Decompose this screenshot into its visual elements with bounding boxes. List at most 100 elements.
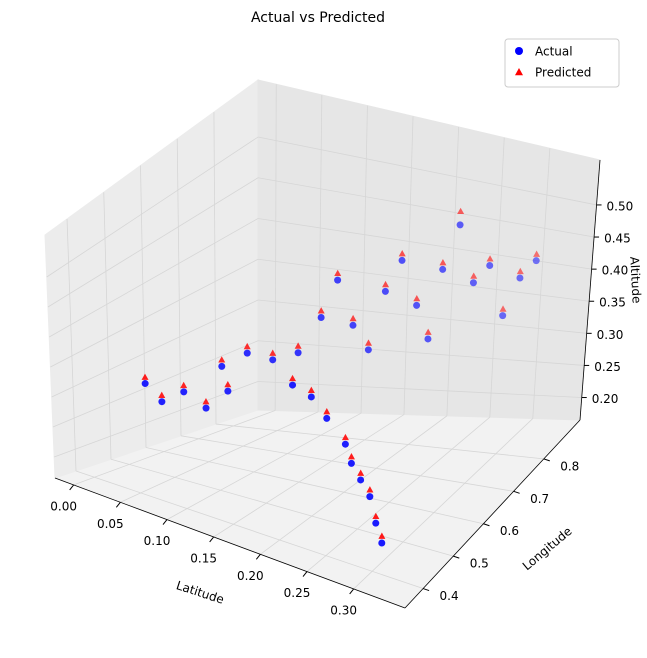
actual-point (224, 387, 232, 395)
grid-line (306, 416, 491, 572)
tick-mark (422, 588, 430, 592)
actual-point (269, 356, 277, 364)
actual-point (180, 388, 188, 396)
predicted-point (439, 259, 447, 266)
actual-point (141, 380, 149, 388)
predicted-point (357, 469, 365, 476)
tick-mark (483, 523, 490, 527)
z-tick-label: 0.20 (592, 392, 619, 406)
x-tick-label: 0.10 (144, 534, 171, 548)
grid-line (53, 381, 259, 458)
legend-label: Actual (535, 45, 573, 59)
actual-point (532, 257, 540, 265)
actual-point (341, 440, 349, 448)
predicted-point (347, 453, 355, 460)
legend-label: Predicted (535, 66, 591, 80)
grid-line (50, 258, 259, 368)
grid-line (166, 412, 362, 520)
actual-point (357, 476, 365, 484)
predicted-point (470, 272, 478, 279)
actual-point (372, 519, 380, 527)
actual-point (499, 312, 507, 320)
grid-line (215, 423, 544, 460)
actual-point (347, 459, 355, 467)
grid-line (213, 112, 217, 425)
y-tick-label: 0.8 (560, 459, 579, 473)
x-tick-label: 0.05 (97, 517, 124, 531)
tick-mark (349, 588, 355, 595)
legend-marker (515, 47, 523, 55)
grid-line (532, 148, 551, 419)
grid-line (110, 458, 454, 557)
predicted-point (294, 342, 302, 349)
actual-point (218, 362, 226, 370)
tick-mark (69, 484, 75, 491)
tick-mark (255, 553, 261, 560)
actual-point (364, 346, 372, 354)
tick-mark (543, 458, 550, 462)
x-axis-label: Latitude (175, 578, 226, 607)
grid-line (360, 105, 368, 414)
actual-point (289, 381, 297, 389)
predicted-point (365, 339, 373, 346)
pane-back (257, 79, 601, 421)
y-tick-label: 0.6 (500, 524, 519, 538)
actual-point (378, 539, 386, 547)
actual-point (307, 393, 315, 401)
predicted-point (202, 398, 210, 405)
actual-point (349, 321, 357, 329)
actual-point (424, 335, 432, 343)
predicted-point (307, 386, 315, 393)
predicted-point (158, 391, 166, 398)
actual-point (381, 287, 389, 295)
grid-line (317, 94, 323, 412)
predicted-point (341, 433, 349, 441)
grid-line (257, 340, 585, 366)
grid-line (180, 435, 514, 492)
predicted-point (516, 267, 524, 275)
axis-line (579, 159, 601, 421)
grid-line (52, 340, 259, 428)
x-tick-label: 0.25 (284, 586, 311, 600)
legend-box (504, 38, 620, 88)
tick-mark (513, 490, 520, 494)
grid-line (66, 218, 77, 471)
chart-title: Actual vs Predicted (251, 10, 385, 26)
grid-line (47, 177, 259, 308)
tick-mark (162, 519, 168, 525)
predicted-point (413, 294, 421, 302)
actual-point (439, 265, 447, 273)
predicted-point (349, 314, 357, 322)
grid-line (75, 470, 424, 589)
actual-point (456, 221, 464, 229)
tick-mark (209, 536, 215, 543)
predicted-point (499, 305, 507, 312)
grid-line (103, 192, 112, 460)
z-tick-label: 0.50 (607, 199, 634, 213)
grid-line (73, 410, 276, 486)
grid-line (260, 415, 448, 555)
grid-line (489, 137, 505, 418)
predicted-point (180, 381, 188, 389)
y-axis-label: Longitude (520, 524, 575, 573)
actual-point (413, 301, 421, 309)
actual-point (294, 349, 302, 357)
actual-point (334, 276, 342, 284)
grid-line (213, 414, 405, 538)
predicted-point (378, 532, 386, 539)
actual-point (202, 404, 210, 412)
x-tick-label: 0.00 (50, 499, 77, 513)
x-tick-label: 0.15 (190, 551, 217, 565)
predicted-point (224, 380, 232, 388)
grid-line (51, 299, 259, 398)
predicted-point (269, 349, 277, 356)
predicted-point (382, 280, 390, 288)
tick-mark (453, 555, 460, 559)
predicted-point (533, 250, 541, 257)
predicted-point (457, 207, 465, 215)
actual-point (158, 398, 166, 406)
predicted-point (317, 307, 325, 314)
grid-line (145, 447, 484, 525)
y-tick-label: 0.5 (470, 557, 489, 571)
grid-line (46, 136, 259, 278)
